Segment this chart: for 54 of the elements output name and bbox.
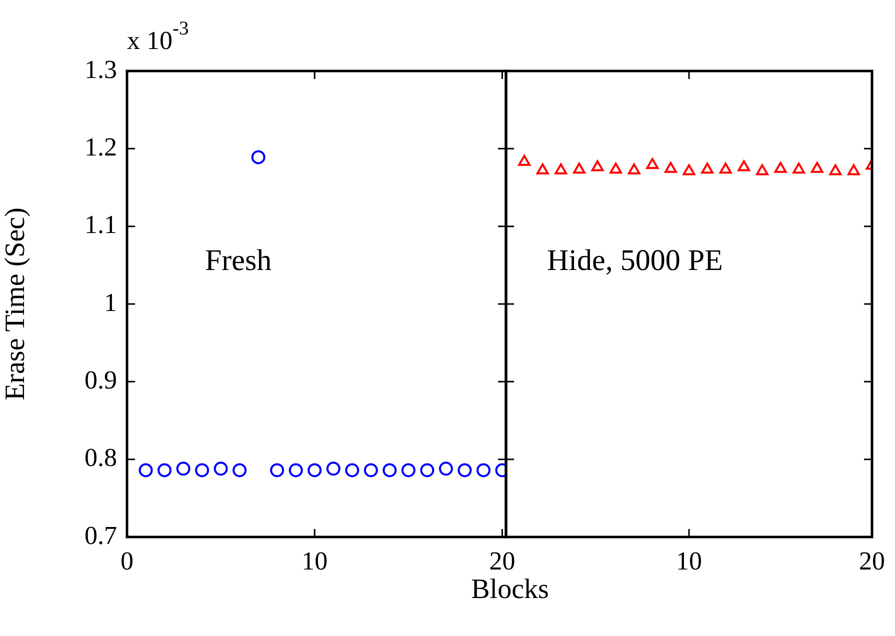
point [232, 463, 247, 478]
point [646, 158, 659, 169]
x-axis-title: Blocks [470, 574, 550, 606]
point [701, 162, 714, 174]
point [476, 463, 490, 478]
point [554, 163, 568, 174]
annotation: Fresh [205, 244, 272, 277]
point [610, 162, 622, 174]
point [664, 162, 677, 173]
x-tick-label: 10 [302, 546, 328, 576]
point [628, 163, 640, 174]
point [308, 463, 322, 478]
point [848, 164, 860, 176]
y-tick-label: 0.9 [84, 365, 117, 394]
point [382, 463, 397, 478]
annotation: Hide, 5000 PE [547, 244, 723, 277]
point [138, 463, 153, 478]
point [792, 162, 805, 174]
y-tick-label: 1 [104, 288, 117, 317]
x-tick-label: 0 [120, 546, 134, 576]
point [364, 463, 378, 478]
x-tick-label: 20 [489, 546, 516, 576]
point [829, 164, 842, 176]
y-tick-label: 0.7 [84, 520, 117, 550]
point [438, 462, 453, 476]
x-tick-label: 20 [859, 546, 885, 576]
point [288, 463, 303, 478]
point [420, 463, 434, 478]
point [214, 462, 228, 476]
point [195, 463, 210, 478]
point [158, 463, 172, 478]
point [345, 463, 360, 478]
y-tick-label: 1.2 [84, 132, 117, 162]
y-axis-title: Erase Time (Sec) [0, 208, 32, 400]
point [756, 164, 768, 176]
point [682, 164, 696, 176]
point [518, 154, 530, 166]
point [401, 463, 416, 478]
point [536, 163, 549, 174]
y-tick-label: 1.3 [84, 54, 117, 84]
x-tick-label: 10 [676, 546, 702, 576]
point [591, 160, 604, 172]
point [573, 162, 586, 174]
point [774, 162, 787, 173]
y-tick-label: 1.1 [84, 210, 117, 240]
point [251, 150, 266, 164]
point [738, 160, 750, 172]
point [270, 463, 284, 478]
point [458, 463, 472, 478]
y-tick-label: 0.8 [84, 443, 117, 472]
point [326, 462, 340, 476]
point [719, 162, 732, 174]
point [810, 162, 824, 173]
point [176, 462, 190, 476]
